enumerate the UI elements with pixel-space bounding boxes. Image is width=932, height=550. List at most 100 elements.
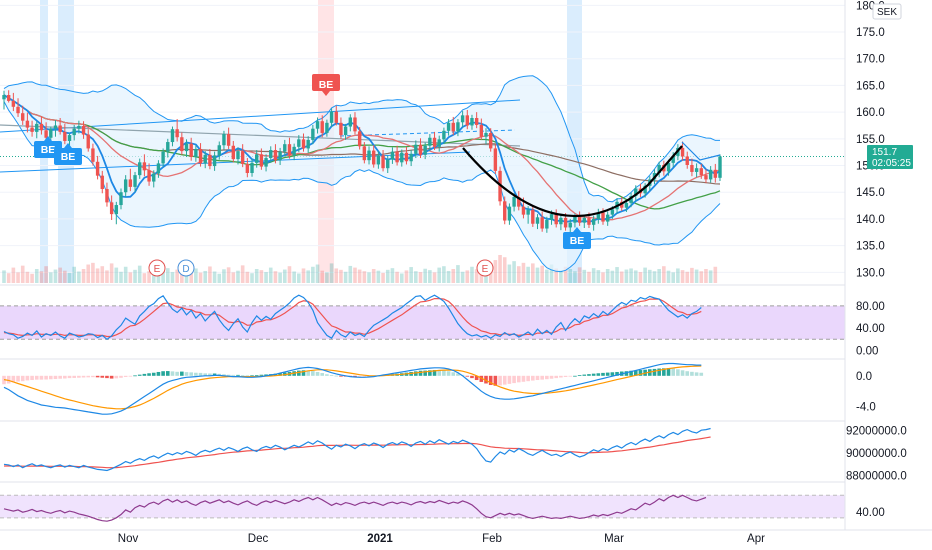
volume-bar <box>343 271 348 283</box>
volume-bar <box>676 268 680 283</box>
volume-bar <box>250 273 254 283</box>
volume-bar <box>610 270 615 283</box>
price-axis-label: 175.0 <box>856 27 885 39</box>
volume-bar <box>680 270 685 283</box>
candle-body <box>362 146 367 161</box>
macd-hist-bar <box>180 371 184 376</box>
macd-hist-bar <box>577 375 582 376</box>
volume-bar <box>474 269 479 283</box>
candle-body <box>166 142 170 152</box>
candle-body <box>708 169 713 180</box>
candle-body <box>2 95 6 100</box>
currency-label: SEK <box>877 7 897 18</box>
volume-bar <box>465 270 470 283</box>
candle-body <box>517 197 521 207</box>
candle-body <box>259 154 264 167</box>
macd-hist-bar <box>516 375 521 383</box>
candle-body <box>400 152 404 163</box>
macd-hist-bar <box>652 368 657 376</box>
volume-bar <box>273 271 278 283</box>
price-candles <box>2 90 722 233</box>
signal-label: BE <box>570 235 585 247</box>
candle-body <box>170 129 175 143</box>
volume-bar <box>203 270 208 283</box>
candle-body <box>77 126 81 129</box>
volume-bar <box>531 263 535 283</box>
candle-body <box>81 126 86 135</box>
obv-line <box>3 427 711 472</box>
volume-bar <box>128 272 133 283</box>
macd-hist-bar <box>297 370 301 376</box>
candle-body <box>531 209 535 224</box>
volume-bar <box>320 270 325 283</box>
time-axis[interactable]: Nov Dec 2021 Feb Mar Apr <box>0 529 932 545</box>
macd-hist-bar <box>165 371 170 376</box>
macd-hist-bar <box>545 375 549 380</box>
macd-hist-bar <box>63 375 67 379</box>
candle-body <box>643 185 647 194</box>
volume-bar <box>165 268 170 283</box>
time-label-feb: Feb <box>482 533 502 545</box>
candle-body <box>587 217 591 225</box>
event-marker: E <box>148 259 166 277</box>
rsi-pane[interactable] <box>0 294 845 341</box>
candle-body <box>521 206 526 215</box>
moving-averages <box>3 94 721 223</box>
volume-bar <box>601 272 605 283</box>
candle-body <box>694 168 699 172</box>
volume-bars <box>2 255 718 283</box>
macd-pane[interactable] <box>2 362 704 415</box>
volume-bar <box>362 271 367 283</box>
candle-body <box>334 111 338 123</box>
volume-bar <box>259 270 264 283</box>
candle-body <box>250 162 254 174</box>
macd-hist-bar <box>109 375 114 379</box>
signal-box <box>54 148 82 165</box>
volume-bar <box>624 269 629 283</box>
stoch-band <box>0 495 845 518</box>
candle-body <box>245 163 250 174</box>
macd-hist-bar <box>657 368 661 376</box>
volume-bar <box>423 268 427 283</box>
candle-body <box>470 118 474 126</box>
macd-hist-bar <box>315 371 320 376</box>
candle-body <box>601 212 605 222</box>
volume-bar <box>137 265 142 283</box>
macd-hist-bar <box>334 375 339 377</box>
candle-body <box>21 113 25 121</box>
obv-pane[interactable] <box>3 427 711 472</box>
price-axis-labels: 180.0175.0170.0165.0160.0155.0150.0145.0… <box>846 0 907 519</box>
macd-hist-bar <box>428 370 432 376</box>
candle-body <box>156 163 161 174</box>
candle-body <box>114 205 119 215</box>
macd-hist-bar <box>142 373 147 376</box>
macd-hist-bar <box>128 375 133 377</box>
candle-body <box>671 155 675 163</box>
candle-body <box>563 217 568 228</box>
price-axis[interactable]: 180.0175.0170.0165.0160.0155.0150.0145.0… <box>844 0 932 530</box>
candle-body <box>353 117 357 132</box>
bollinger-upper <box>3 75 720 203</box>
macd-hist-bar <box>493 375 498 386</box>
candle-body <box>184 143 189 152</box>
candle-body <box>343 126 348 136</box>
macd-hist-bar <box>442 370 446 376</box>
last-price-tag[interactable]: 151.7 02:05:25 <box>867 145 913 169</box>
candle-body <box>325 122 329 133</box>
volume-bar <box>545 269 549 283</box>
stoch-pane[interactable] <box>0 494 845 522</box>
candle-body <box>208 154 212 167</box>
volume-bar <box>301 268 306 283</box>
macd-hist-bar <box>320 373 325 376</box>
price-pane[interactable]: BE BE BE BE E D E <box>0 4 845 283</box>
volume-bar <box>245 271 250 283</box>
volume-bar <box>516 266 521 283</box>
stoch-line <box>3 494 707 522</box>
volume-bar <box>690 267 694 283</box>
signal-pointer <box>44 136 52 141</box>
volume-bar <box>222 269 226 283</box>
macd-hist-bar <box>301 370 306 376</box>
candle-body <box>306 139 310 149</box>
currency-badge[interactable]: SEK <box>872 3 902 20</box>
